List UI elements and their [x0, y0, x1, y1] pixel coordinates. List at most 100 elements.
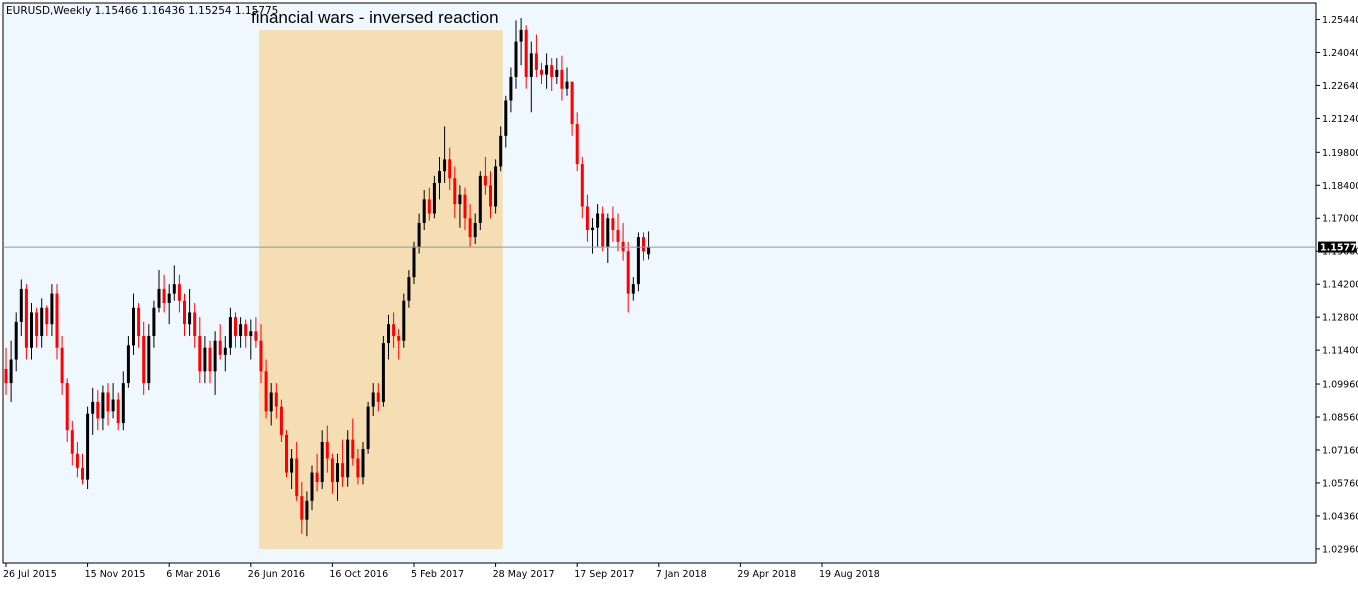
- candle: [290, 449, 294, 490]
- candle: [9, 340, 13, 402]
- candle-body: [387, 324, 390, 344]
- candle: [239, 317, 243, 348]
- y-tick-label: 1.02960: [1322, 544, 1358, 555]
- candle: [4, 347, 8, 395]
- candle-body: [529, 53, 533, 77]
- candle-body: [14, 321, 18, 360]
- candle-body: [371, 392, 375, 407]
- x-tick-label: 17 Sep 2017: [574, 569, 634, 580]
- candle-body: [35, 312, 39, 336]
- candle-body: [341, 463, 345, 478]
- candle-body: [631, 284, 635, 294]
- candle: [371, 383, 375, 417]
- y-axis: 1.25440 1.24040 1.22640 1.21240 1.19800 1.184…: [1316, 15, 1358, 555]
- candle: [407, 270, 411, 308]
- candle: [198, 317, 202, 384]
- candle: [269, 383, 273, 426]
- candle-body: [279, 406, 283, 435]
- candle-body: [213, 340, 217, 372]
- candle: [183, 293, 186, 336]
- candle: [55, 284, 59, 360]
- candle-body: [30, 312, 33, 348]
- candle-body: [305, 500, 309, 520]
- candle: [274, 383, 278, 419]
- candle-body: [366, 406, 370, 450]
- candle-body: [443, 159, 447, 172]
- candle: [116, 392, 120, 431]
- candle-body: [575, 124, 579, 165]
- candle-body: [167, 293, 171, 304]
- candle: [565, 67, 569, 96]
- candle: [81, 453, 84, 485]
- candle: [392, 312, 396, 348]
- candle-body: [295, 458, 299, 497]
- candle: [402, 293, 406, 348]
- candle-layer: [4, 18, 651, 537]
- candle-body: [285, 434, 288, 473]
- annotation-text: financial wars - inversed reaction: [251, 8, 499, 27]
- candle-body: [642, 237, 645, 252]
- candle: [336, 453, 339, 501]
- candle-body: [463, 194, 467, 219]
- candle: [356, 449, 360, 485]
- candle-body: [111, 399, 115, 412]
- candle-body: [540, 69, 543, 75]
- candle-body: [106, 392, 110, 412]
- candle-body: [560, 69, 564, 89]
- candle: [453, 166, 457, 219]
- y-tick-label: 1.14200: [1322, 280, 1358, 291]
- x-tick-label: 26 Jun 2016: [248, 569, 305, 580]
- candle: [234, 312, 237, 348]
- candle: [504, 95, 508, 148]
- y-tick-label: 1.22640: [1322, 81, 1358, 92]
- candle-body: [570, 81, 574, 125]
- candle: [19, 279, 23, 336]
- candle-body: [50, 293, 54, 325]
- candle-body: [489, 185, 492, 207]
- candle: [366, 401, 370, 454]
- x-tick-label: 7 Jan 2018: [656, 569, 707, 580]
- x-tick-label: 28 May 2017: [493, 569, 555, 580]
- candle: [642, 232, 645, 261]
- candle-body: [19, 288, 23, 322]
- candle-body: [60, 347, 64, 384]
- candle: [330, 453, 334, 494]
- candle: [177, 274, 181, 313]
- candle: [494, 159, 498, 214]
- candle: [570, 81, 574, 136]
- candle: [14, 312, 18, 372]
- candle-body: [234, 317, 237, 336]
- x-tick-label: 19 Aug 2018: [819, 569, 880, 580]
- y-tick-label: 1.24040: [1322, 48, 1358, 59]
- candle: [524, 25, 528, 89]
- candle-body: [647, 246, 651, 255]
- candle: [647, 231, 651, 260]
- candle-body: [417, 222, 421, 247]
- candle-body: [290, 458, 294, 473]
- x-axis: 26 Jul 2015 15 Nov 2015 6 Mar 2016 26 Jun 2…: [3, 563, 880, 580]
- candle-body: [585, 206, 589, 231]
- candle-body: [412, 246, 416, 278]
- candle-body: [611, 218, 615, 231]
- candle: [254, 317, 258, 348]
- candle: [621, 222, 625, 261]
- candle-body: [336, 463, 339, 482]
- candle-body: [626, 251, 630, 294]
- candle-body: [70, 430, 74, 454]
- candle-body: [132, 307, 135, 346]
- candle-body: [514, 41, 518, 77]
- candle-body: [269, 392, 273, 412]
- candle: [121, 371, 125, 431]
- candle: [101, 385, 105, 431]
- candle: [463, 187, 467, 231]
- candle-body: [351, 439, 355, 459]
- candle: [580, 157, 584, 219]
- candle-body: [483, 175, 487, 186]
- candle: [443, 126, 447, 183]
- candle-body: [203, 347, 207, 372]
- candle: [167, 284, 171, 325]
- candle-body: [616, 230, 620, 242]
- candle: [162, 274, 166, 313]
